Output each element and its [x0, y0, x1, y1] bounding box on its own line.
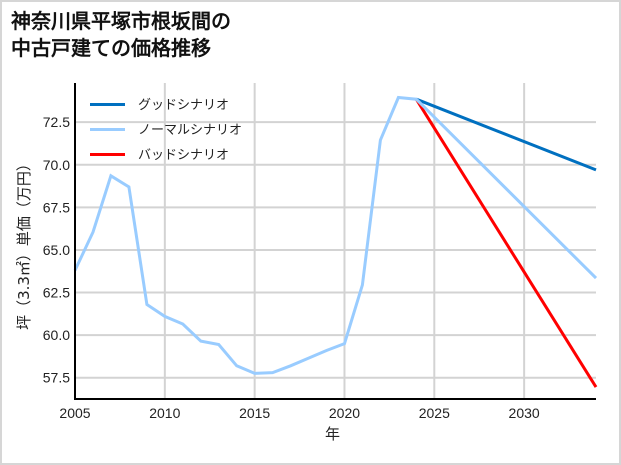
chart-title: 神奈川県平塚市根坂間の 中古戸建ての価格推移 [11, 8, 231, 62]
x-tick-label: 2005 [59, 405, 90, 421]
x-axis-label: 年 [325, 425, 340, 443]
y-axis-ticks: 57.5 60.0 62.5 65.0 67.5 70.0 72.5 [43, 114, 70, 386]
x-tick-label: 2015 [239, 405, 270, 421]
y-tick-label: 65.0 [43, 242, 70, 258]
y-tick-label: 70.0 [43, 157, 70, 173]
chart-title-line-2: 中古戸建ての価格推移 [11, 36, 211, 60]
x-axis-ticks: 2005 2010 2015 2020 2025 2030 [59, 405, 539, 421]
x-tick-label: 2025 [419, 405, 450, 421]
y-tick-label: 62.5 [43, 285, 70, 301]
legend-label-bad: バッドシナリオ [138, 148, 229, 163]
y-tick-label: 67.5 [43, 199, 70, 215]
legend: グッドシナリオ ノーマルシナリオ バッドシナリオ [90, 98, 242, 163]
axes [74, 83, 596, 400]
chart-title-line-1: 神奈川県平塚市根坂間の [11, 9, 231, 33]
x-tick-label: 2030 [509, 405, 540, 421]
y-tick-label: 57.5 [43, 370, 70, 386]
data-series [73, 95, 598, 388]
series-normal [73, 95, 598, 375]
y-axis-label: 坪（3.3㎡）単価（万円） [15, 156, 33, 330]
series-good [415, 97, 597, 172]
series-bad [415, 98, 598, 388]
legend-item-bad: バッドシナリオ [90, 148, 229, 163]
y-tick-label: 60.0 [43, 327, 70, 343]
legend-item-normal: ノーマルシナリオ [90, 123, 242, 138]
legend-item-good: グッドシナリオ [90, 98, 229, 113]
legend-label-normal: ノーマルシナリオ [138, 123, 242, 138]
legend-label-good: グッドシナリオ [138, 98, 229, 113]
y-tick-label: 72.5 [43, 114, 70, 130]
x-tick-label: 2020 [329, 405, 360, 421]
x-tick-label: 2010 [149, 405, 180, 421]
